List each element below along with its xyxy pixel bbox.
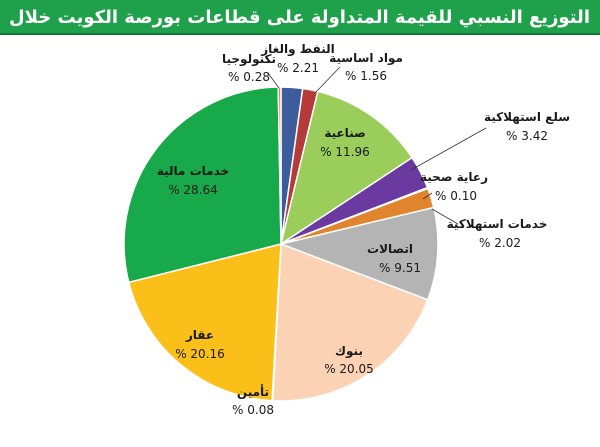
slice-value-label: % 1.56	[345, 69, 387, 83]
leader-line	[267, 72, 280, 89]
slice-value-label: % 0.08	[232, 403, 274, 417]
slice-name-label: عقار	[185, 328, 214, 342]
slice-name-label: صناعية	[324, 126, 365, 140]
slice-value-label: % 20.05	[324, 362, 374, 376]
slice-value-label: % 20.16	[175, 347, 225, 361]
slice-name-label: النفط والغاز	[260, 42, 334, 57]
slice-name-label: خدمات مالية	[157, 164, 229, 178]
pie-slice	[123, 86, 282, 284]
leader-line	[422, 192, 433, 200]
slice-value-label: % 0.10	[435, 189, 477, 203]
slice-name-label: تكنولوجيا	[222, 52, 276, 67]
slice-value-label: % 2.02	[479, 236, 521, 250]
slice-value-label: % 9.51	[379, 261, 421, 275]
pie-slice	[279, 90, 414, 246]
slice-value-label: % 28.64	[168, 183, 218, 197]
slice-name-label: خدمات استهلاكية	[447, 217, 548, 231]
slice-name-label: رعاية صحية	[420, 170, 488, 184]
slice-name-label: تأمين	[237, 384, 269, 399]
chart-title: التوزيع النسبي للقيمة المتداولة على قطاع…	[0, 0, 600, 63]
leader-line	[431, 208, 459, 225]
leader-line	[315, 66, 341, 93]
slice-name-label: مواد اساسية	[329, 51, 403, 66]
slice-value-label: % 0.28	[228, 70, 270, 84]
slice-value-label: % 3.42	[506, 129, 548, 143]
slice-value-label: % 2.21	[277, 61, 319, 75]
pie-slice	[127, 243, 282, 402]
pie-slice	[278, 206, 439, 301]
slice-name-label: اتصالات	[367, 242, 413, 256]
slice-name-label: بنوك	[335, 344, 363, 359]
leader-line	[410, 127, 487, 171]
pie-slice	[271, 242, 429, 402]
slice-name-label: سلع استهلاكية	[484, 110, 570, 124]
slice-value-label: % 11.96	[320, 145, 370, 159]
